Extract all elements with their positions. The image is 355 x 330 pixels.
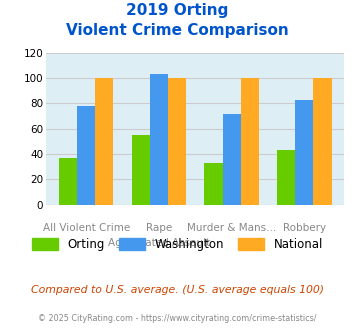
- Text: Violent Crime Comparison: Violent Crime Comparison: [66, 23, 289, 38]
- Text: 2019 Orting: 2019 Orting: [126, 3, 229, 18]
- Text: All Violent Crime: All Violent Crime: [43, 223, 130, 233]
- Text: © 2025 CityRating.com - https://www.cityrating.com/crime-statistics/: © 2025 CityRating.com - https://www.city…: [38, 314, 317, 323]
- Text: Aggravated Assault: Aggravated Assault: [108, 238, 210, 248]
- Bar: [223, 114, 241, 205]
- Text: Robbery: Robbery: [283, 223, 326, 233]
- Bar: [59, 158, 77, 205]
- Bar: [132, 135, 150, 205]
- Text: Compared to U.S. average. (U.S. average equals 100): Compared to U.S. average. (U.S. average …: [31, 285, 324, 295]
- Bar: [277, 150, 295, 205]
- Legend: Orting, Washington, National: Orting, Washington, National: [27, 233, 328, 256]
- Bar: [95, 78, 114, 205]
- Bar: [241, 78, 259, 205]
- Text: Rape: Rape: [146, 223, 172, 233]
- Text: Murder & Mans...: Murder & Mans...: [187, 223, 276, 233]
- Bar: [313, 78, 332, 205]
- Bar: [77, 106, 95, 205]
- Bar: [150, 74, 168, 205]
- Bar: [204, 163, 223, 205]
- Bar: [295, 100, 313, 205]
- Bar: [168, 78, 186, 205]
